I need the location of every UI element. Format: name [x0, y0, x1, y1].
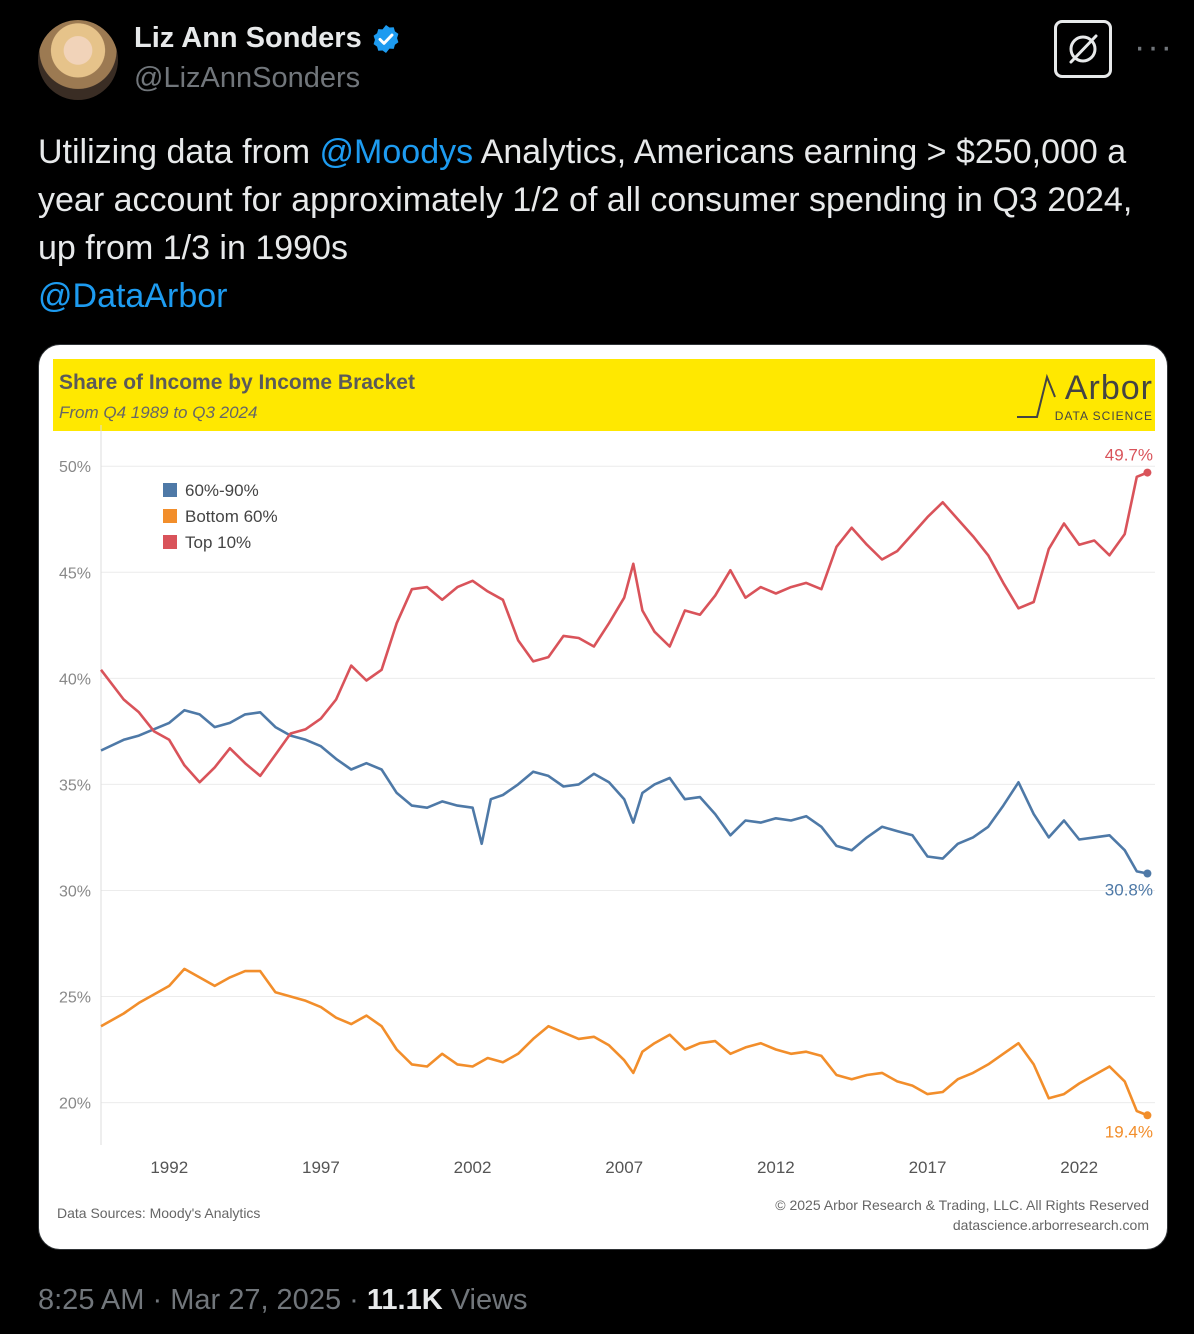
grok-icon [1069, 34, 1098, 64]
grok-button[interactable] [1054, 20, 1112, 78]
series-line [100, 967, 1148, 1117]
views-count: 11.1K [366, 1284, 443, 1316]
series-line [99, 471, 1148, 784]
y-tick-label: 40% [59, 671, 91, 688]
line-chart: 20% 25% 30% 35% 40% 45% 50% 1992 1997 2002 2007 201… [59, 425, 1155, 1177]
chart-header: Share of Income by Income Bracket From Q… [53, 359, 1155, 431]
tweet-text-part2: Analytics, Americans earning > $250,000 … [38, 133, 1133, 267]
x-tick-label: 2017 [909, 1158, 947, 1177]
legend-label: 60%-90% [185, 481, 259, 500]
arbor-logo-mark-icon [1017, 373, 1056, 418]
source-site: datascience.arborresearch.com [952, 1217, 1149, 1233]
author-handle[interactable]: @LizAnnSonders [134, 62, 361, 94]
arbor-logo-word: Arbor [1064, 369, 1153, 407]
copyright: © 2025 Arbor Research & Trading, LLC. Al… [775, 1197, 1149, 1213]
x-tick-label: 2012 [757, 1158, 795, 1177]
series-end-point [1143, 468, 1152, 477]
avatar[interactable] [38, 20, 118, 100]
x-tick-label: 1992 [150, 1158, 188, 1177]
series-end-label: 30.8% [1105, 880, 1153, 899]
y-tick-label: 45% [59, 565, 91, 582]
y-tick-label: 25% [59, 990, 91, 1007]
tweet-text: Utilizing data from @Moodys Analytics, A… [38, 128, 1178, 320]
y-tick-label: 35% [59, 777, 91, 794]
x-tick-label: 2022 [1060, 1158, 1098, 1177]
x-tick-label: 2007 [605, 1158, 643, 1177]
more-icon[interactable]: ··· [1134, 28, 1174, 66]
legend-swatch [163, 509, 177, 523]
mention-moodys-link[interactable]: @Moodys [319, 133, 474, 171]
x-tick-label: 1997 [302, 1158, 340, 1177]
views-label: Views [442, 1284, 528, 1316]
y-tick-label: 50% [59, 459, 91, 476]
chart-image-card[interactable]: Share of Income by Income Bracket From Q… [38, 344, 1168, 1250]
arbor-logo-sub: DATA SCIENCE [1054, 409, 1153, 423]
y-tick-label: 30% [59, 883, 91, 900]
tweet-text-part1: Utilizing data from [38, 133, 320, 171]
series-end-label: 49.7% [1105, 446, 1153, 465]
chart-title: Share of Income by Income Bracket [59, 371, 415, 394]
series-end-point [1143, 869, 1152, 878]
author-row: Liz Ann Sonders [134, 22, 402, 55]
meta-separator: · [152, 1284, 171, 1316]
tweet-time[interactable]: 8:25 AM [38, 1284, 145, 1316]
mention-dataarbor-link[interactable]: @DataArbor [38, 277, 228, 315]
y-tick-label: 20% [59, 1096, 91, 1113]
verified-badge-icon [373, 24, 399, 53]
chart-subtitle: From Q4 1989 to Q3 2024 [59, 403, 258, 422]
legend-label: Top 10% [185, 533, 251, 552]
legend-swatch [163, 535, 177, 549]
tweet-date[interactable]: Mar 27, 2025 [170, 1284, 342, 1316]
copyright-block: © 2025 Arbor Research & Trading, LLC. Al… [775, 1195, 1149, 1235]
arbor-logo: Arbor DATA SCIENCE [1013, 367, 1153, 427]
series-end-point [1143, 1111, 1152, 1120]
series-end-label: 19.4% [1105, 1122, 1153, 1141]
meta-separator: · [349, 1284, 367, 1316]
legend-label: Bottom 60% [185, 507, 278, 526]
tweet-meta: 8:25 AM · Mar 27, 2025 · 11.1K Views [38, 1284, 528, 1317]
x-tick-label: 2002 [454, 1158, 492, 1177]
legend-swatch [163, 483, 177, 497]
author-name[interactable]: Liz Ann Sonders [134, 22, 362, 54]
data-source: Data Sources: Moody's Analytics [57, 1205, 261, 1221]
series-line [100, 708, 1148, 875]
